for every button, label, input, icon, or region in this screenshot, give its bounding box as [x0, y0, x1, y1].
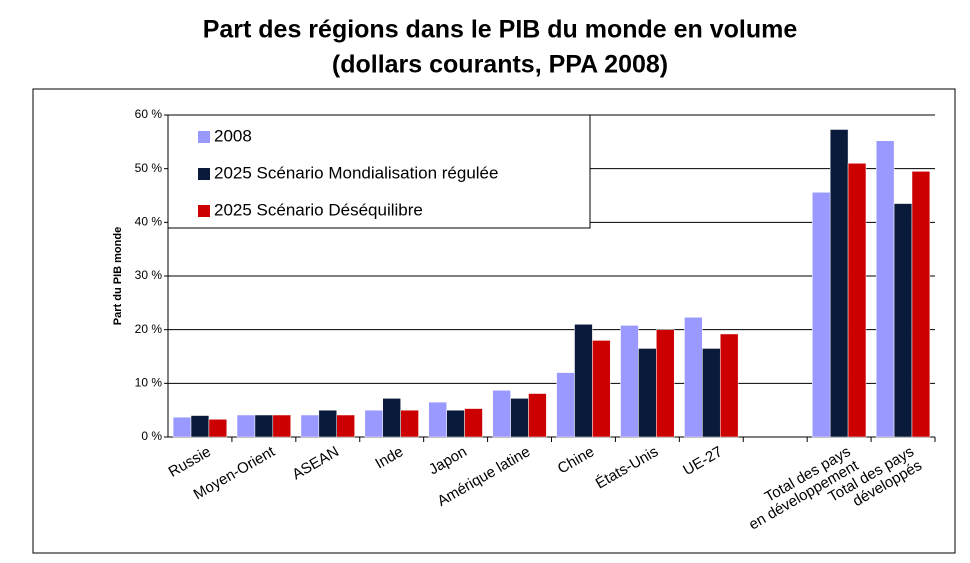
- bar: [528, 393, 547, 438]
- bar: [300, 414, 320, 438]
- bar: [702, 348, 721, 438]
- y-tick-label: 0 %: [141, 429, 162, 443]
- y-tick-label: 30 %: [135, 268, 163, 282]
- bar: [875, 140, 895, 438]
- legend-swatch: [198, 168, 210, 180]
- bar: [620, 325, 639, 438]
- bar: [492, 390, 511, 438]
- bar: [446, 409, 465, 438]
- chart-subtitle: (dollars courants, PPA 2008): [332, 51, 668, 79]
- bar: [318, 409, 337, 438]
- legend-swatch: [198, 131, 210, 143]
- bar: [656, 329, 675, 438]
- bar: [829, 129, 849, 438]
- y-tick-label: 10 %: [135, 376, 163, 390]
- bar: [592, 340, 611, 438]
- chart-title: Part des régions dans le PIB du monde en…: [203, 16, 798, 44]
- legend-swatch: [198, 205, 210, 217]
- legend-label: 2025 Scénario Déséquilibre: [214, 200, 423, 219]
- bar: [464, 408, 483, 438]
- bar: [428, 401, 447, 438]
- bar: [382, 398, 401, 438]
- bar: [812, 192, 831, 438]
- bar: [684, 317, 703, 438]
- y-tick-label: 40 %: [135, 215, 163, 229]
- bar: [172, 416, 192, 438]
- y-tick-label: 50 %: [135, 161, 163, 175]
- bar: [254, 414, 274, 438]
- bar: [638, 348, 657, 438]
- bar: [556, 372, 575, 438]
- legend-label: 2008: [214, 126, 252, 145]
- bar: [510, 398, 529, 438]
- bar: [236, 414, 256, 438]
- y-tick-label: 20 %: [135, 322, 163, 336]
- bar: [208, 419, 228, 438]
- bar: [190, 415, 210, 438]
- bar: [364, 409, 384, 438]
- bar: [400, 409, 419, 438]
- bar: [336, 414, 355, 438]
- bar: [272, 414, 291, 438]
- y-tick-label: 60 %: [135, 107, 163, 121]
- frame: [32, 88, 956, 554]
- legend-box: [167, 114, 591, 229]
- legend-label: 2025 Scénario Mondialisation régulée: [214, 163, 498, 182]
- bar: [893, 203, 913, 438]
- y-axis-label: Part du PIB monde: [112, 227, 124, 325]
- bar: [719, 333, 739, 438]
- bar: [574, 324, 593, 438]
- bar: [911, 171, 931, 438]
- legend: 2008 2025 Scénario Mondialisation régulée…: [167, 114, 591, 229]
- bar: [847, 163, 867, 438]
